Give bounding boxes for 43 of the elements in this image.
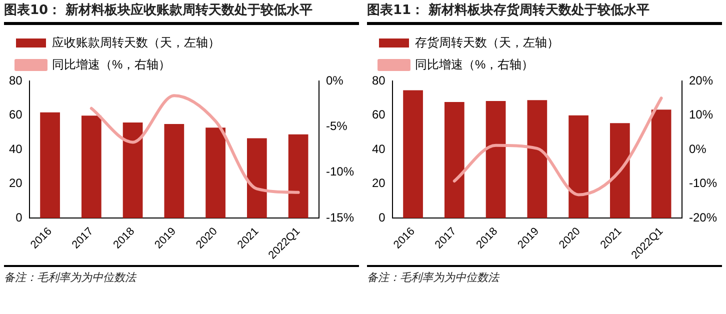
y-tick-label: 60 <box>8 108 23 122</box>
legend-label: 应收账款周转天数（天，左轴） <box>52 35 220 50</box>
legend-label: 同比增速（%，右轴） <box>52 57 171 72</box>
y2-tick-label: -10% <box>326 164 354 179</box>
y2-tick-label: 10% <box>688 108 714 122</box>
y2-tick-label: 0% <box>326 73 344 88</box>
bar <box>651 110 672 218</box>
y-tick-label: 20 <box>372 176 386 190</box>
bar <box>206 128 226 218</box>
y-tick-label: 40 <box>372 142 386 156</box>
bar <box>486 101 506 218</box>
bar <box>403 90 423 218</box>
bar <box>164 124 184 218</box>
text: 备注：毛利率为为中位数法 <box>4 265 359 285</box>
y-tick-label: 40 <box>8 142 23 156</box>
y-tick-label: 80 <box>8 73 23 88</box>
bar <box>610 123 630 218</box>
y2-tick-label: -5% <box>326 118 348 133</box>
bar <box>568 115 588 218</box>
y2-tick-label: 20% <box>688 73 714 88</box>
text: 备注：毛利率为为中位数法 <box>367 265 722 285</box>
y-tick-label: 0 <box>16 210 23 224</box>
legend-label: 同比增速（%，右轴） <box>415 57 534 72</box>
y-tick-label: 80 <box>372 73 386 88</box>
y-tick-label: 0 <box>378 210 386 224</box>
bar <box>444 102 464 218</box>
y2-tick-label: -10% <box>688 176 718 190</box>
bar <box>288 134 308 218</box>
bar <box>246 138 267 218</box>
line-series <box>90 94 300 194</box>
y-tick-label: 60 <box>372 108 386 122</box>
chart-title: 图表11： 新材料板块存货周转天数处于较低水平 <box>367 0 722 25</box>
bar <box>527 100 548 218</box>
chart-title: 图表10： 新材料板块应收账款周转天数处于较低水平 <box>4 0 359 25</box>
legend-label: 存货周转天数（天，左轴） <box>415 35 559 50</box>
y2-tick-label: -15% <box>326 210 354 224</box>
y2-tick-label: 0% <box>688 142 707 156</box>
y-tick-label: 20 <box>8 176 23 190</box>
y2-tick-label: -20% <box>688 210 718 224</box>
bar <box>81 116 102 218</box>
line-series <box>452 96 663 196</box>
bar <box>122 122 143 218</box>
bar <box>40 112 60 218</box>
